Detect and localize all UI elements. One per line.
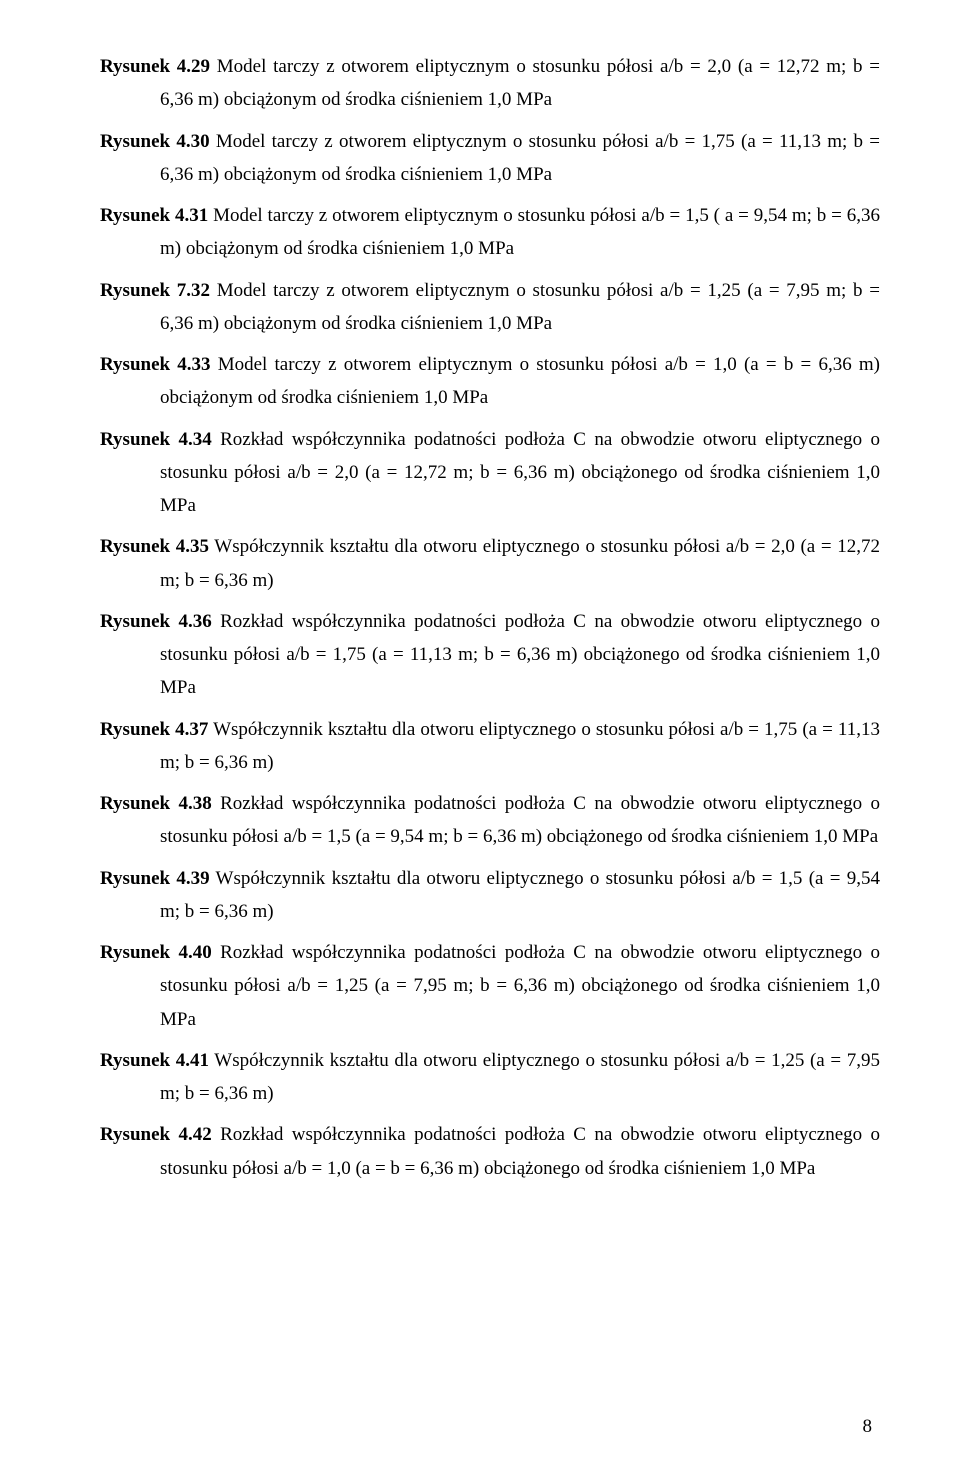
figure-label: Rysunek 4.30	[100, 131, 210, 152]
figure-label: Rysunek 4.35	[100, 536, 209, 557]
figure-entry: Rysunek 4.36 Rozkład współczynnika podat…	[100, 605, 880, 705]
page-number: 8	[863, 1416, 873, 1438]
figure-label: Rysunek 4.36	[100, 611, 212, 632]
figure-text: Współczynnik kształtu dla otworu eliptyc…	[160, 719, 880, 773]
figure-label: Rysunek 4.33	[100, 354, 211, 375]
figure-text: Rozkład współczynnika podatności podłoża…	[160, 942, 880, 1030]
figure-label: Rysunek 4.38	[100, 793, 212, 814]
figure-entry: Rysunek 4.40 Rozkład współczynnika podat…	[100, 936, 880, 1036]
figure-entry: Rysunek 4.29 Model tarczy z otworem elip…	[100, 50, 880, 117]
figure-entry: Rysunek 4.30 Model tarczy z otworem elip…	[100, 125, 880, 192]
figure-text: Model tarczy z otworem eliptycznym o sto…	[160, 354, 880, 408]
figure-text: Model tarczy z otworem eliptycznym o sto…	[160, 131, 880, 185]
figure-text: Model tarczy z otworem eliptycznym o sto…	[160, 56, 880, 110]
figure-label: Rysunek 7.32	[100, 280, 210, 301]
figure-entry: Rysunek 4.34 Rozkład współczynnika podat…	[100, 423, 880, 523]
figure-entry: Rysunek 4.37 Współczynnik kształtu dla o…	[100, 713, 880, 780]
figure-text: Współczynnik kształtu dla otworu eliptyc…	[160, 868, 880, 922]
figure-label: Rysunek 4.40	[100, 942, 212, 963]
figure-entry: Rysunek 4.31 Model tarczy z otworem elip…	[100, 199, 880, 266]
figure-label: Rysunek 4.42	[100, 1124, 212, 1145]
figure-text: Model tarczy z otworem eliptycznym o sto…	[160, 280, 880, 334]
figure-text: Współczynnik kształtu dla otworu eliptyc…	[160, 1050, 880, 1104]
figure-text: Model tarczy z otworem eliptycznym o sto…	[160, 205, 880, 259]
figure-label: Rysunek 4.34	[100, 429, 212, 450]
figure-label: Rysunek 4.31	[100, 205, 208, 226]
figure-entry: Rysunek 4.39 Współczynnik kształtu dla o…	[100, 862, 880, 929]
document-page: Rysunek 4.29 Model tarczy z otworem elip…	[0, 0, 960, 1466]
figure-text: Rozkład współczynnika podatności podłoża…	[160, 429, 880, 517]
figure-text: Rozkład współczynnika podatności podłoża…	[160, 1124, 880, 1178]
figure-text: Rozkład współczynnika podatności podłoża…	[160, 793, 880, 847]
figure-label: Rysunek 4.37	[100, 719, 208, 740]
figure-label: Rysunek 4.29	[100, 56, 210, 77]
figure-entry: Rysunek 7.32 Model tarczy z otworem elip…	[100, 274, 880, 341]
figure-label: Rysunek 4.41	[100, 1050, 209, 1071]
figure-entry: Rysunek 4.42 Rozkład współczynnika podat…	[100, 1118, 880, 1185]
figure-text: Współczynnik kształtu dla otworu eliptyc…	[160, 536, 880, 590]
figure-entry: Rysunek 4.35 Współczynnik kształtu dla o…	[100, 530, 880, 597]
figure-label: Rysunek 4.39	[100, 868, 210, 889]
figure-entry: Rysunek 4.33 Model tarczy z otworem elip…	[100, 348, 880, 415]
figure-entry: Rysunek 4.41 Współczynnik kształtu dla o…	[100, 1044, 880, 1111]
figure-entry: Rysunek 4.38 Rozkład współczynnika podat…	[100, 787, 880, 854]
figure-text: Rozkład współczynnika podatności podłoża…	[160, 611, 880, 699]
